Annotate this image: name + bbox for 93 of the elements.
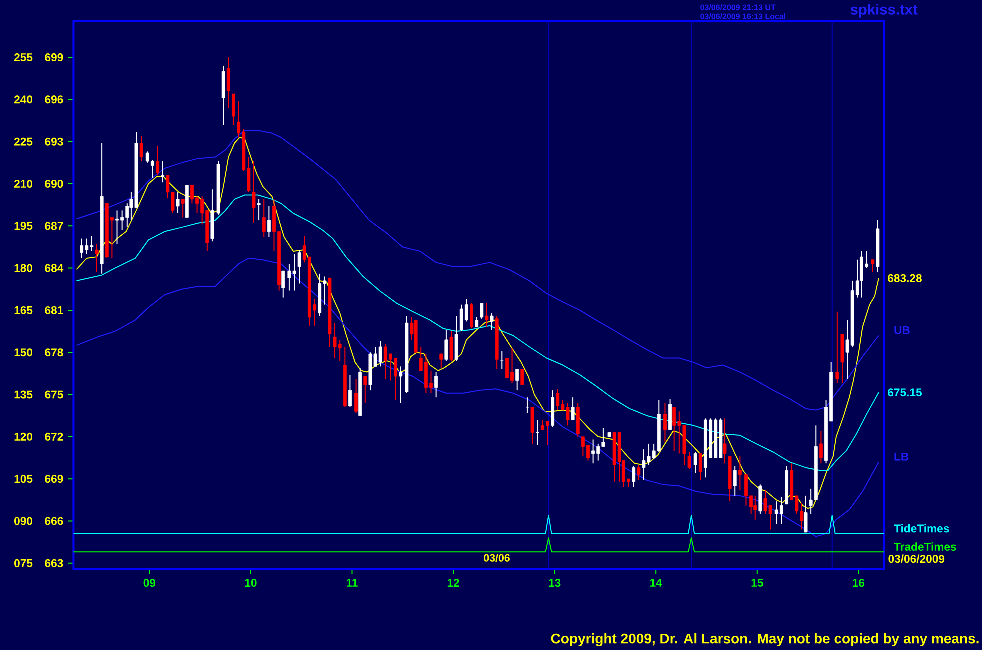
y2-tick-label: 075 — [14, 559, 33, 568]
candlestick — [226, 57, 230, 109]
y-tick-label: 684 — [45, 264, 64, 272]
candlestick — [450, 331, 454, 362]
candlestick — [754, 495, 758, 520]
candlestick — [694, 452, 698, 474]
series-label: TideTimes — [894, 524, 950, 533]
candlestick — [632, 466, 636, 488]
y2-tick-label: 240 — [14, 96, 33, 104]
y-tick-label: 666 — [45, 517, 64, 526]
annotation: 675.15 — [888, 388, 922, 397]
candlestick — [282, 270, 286, 298]
x-tick-label: 14 — [650, 579, 662, 587]
x-tick-label: 15 — [752, 579, 764, 587]
y2-tick-label: 255 — [14, 54, 33, 62]
y2-tick-label: 225 — [14, 138, 33, 146]
y-tick-label: 687 — [45, 222, 64, 230]
candlestick — [490, 312, 494, 331]
candlestick — [252, 161, 256, 224]
candlestick — [176, 192, 180, 214]
y-tick-label: 696 — [45, 96, 64, 104]
candlestick — [733, 466, 737, 496]
candlestick — [364, 376, 368, 404]
text: 03/06/2009 16:13 Local — [700, 14, 786, 20]
candlestick — [804, 495, 808, 533]
candlestick — [354, 378, 358, 414]
series-label: TradeTimes — [894, 542, 956, 551]
candlestick — [698, 453, 702, 481]
candlestick — [267, 206, 271, 238]
y-tick-label: 675 — [45, 390, 64, 399]
text: 03/06/2009 — [888, 554, 945, 564]
candlestick — [723, 418, 727, 464]
candlestick — [140, 136, 144, 162]
candlestick — [520, 368, 524, 386]
candlestick — [475, 316, 479, 328]
candlestick — [500, 350, 504, 370]
y-tick-label: 699 — [45, 54, 64, 62]
candlestick — [819, 430, 823, 464]
candlestick — [516, 368, 520, 392]
annotation: 03/06 — [484, 554, 510, 562]
candlestick — [688, 452, 692, 470]
x-tick-label: 12 — [448, 579, 460, 587]
y-tick-label: 693 — [45, 138, 64, 146]
candlestick — [664, 402, 667, 444]
candlestick — [257, 198, 261, 222]
candlestick — [571, 397, 575, 421]
annotation: 683.28 — [888, 274, 922, 282]
candlestick — [298, 250, 302, 284]
y2-tick-label: 120 — [14, 432, 33, 441]
x-tick-label: 13 — [549, 579, 561, 588]
candlestick — [156, 146, 160, 176]
y-tick-label: 678 — [45, 348, 64, 357]
series-label: LB — [894, 452, 909, 461]
y2-tick-label: 150 — [14, 348, 33, 357]
y-tick-label: 663 — [45, 559, 64, 568]
x-tick-label: 09 — [144, 579, 156, 588]
y-tick-label: 681 — [45, 306, 64, 314]
candlestick — [348, 374, 352, 408]
y2-tick-label: 105 — [14, 475, 33, 484]
y2-tick-label: 180 — [14, 264, 33, 272]
line-series — [76, 194, 880, 472]
candlestick — [232, 94, 236, 126]
candlestick — [95, 244, 99, 274]
candlestick — [444, 330, 448, 362]
y2-tick-label: 135 — [14, 390, 33, 399]
y-tick-label: 690 — [45, 180, 64, 188]
candlestick — [181, 198, 185, 218]
candlestick — [738, 456, 742, 491]
x-tick-label: 10 — [245, 579, 257, 588]
y-tick-label: 669 — [45, 475, 64, 484]
text: 03/06/2009 21:13 UT — [700, 4, 776, 10]
candlestick — [399, 366, 403, 404]
candlestick — [871, 259, 875, 274]
y2-tick-label: 210 — [14, 180, 33, 188]
line-series — [76, 130, 880, 411]
text: spkiss.txt — [850, 4, 918, 18]
x-tick-label: 11 — [346, 579, 358, 587]
text: Copyright 2009, Dr. Al Larson. May not be copied by any means. — [551, 633, 979, 647]
y2-tick-label: 090 — [14, 517, 33, 526]
candlestick — [440, 354, 444, 369]
candlestick — [480, 302, 484, 320]
candlestick — [637, 464, 641, 481]
candlestick — [434, 372, 438, 398]
candlestick — [485, 302, 489, 328]
candlestick — [262, 198, 266, 238]
y-tick-label: 672 — [45, 432, 64, 441]
series-label: UB — [894, 326, 910, 334]
candlestick — [161, 161, 165, 184]
y2-tick-label: 195 — [14, 222, 33, 230]
x-tick-label: 16 — [853, 579, 865, 588]
candlestick — [470, 302, 474, 330]
candlestick — [836, 311, 840, 384]
y2-tick-label: 165 — [14, 306, 33, 314]
